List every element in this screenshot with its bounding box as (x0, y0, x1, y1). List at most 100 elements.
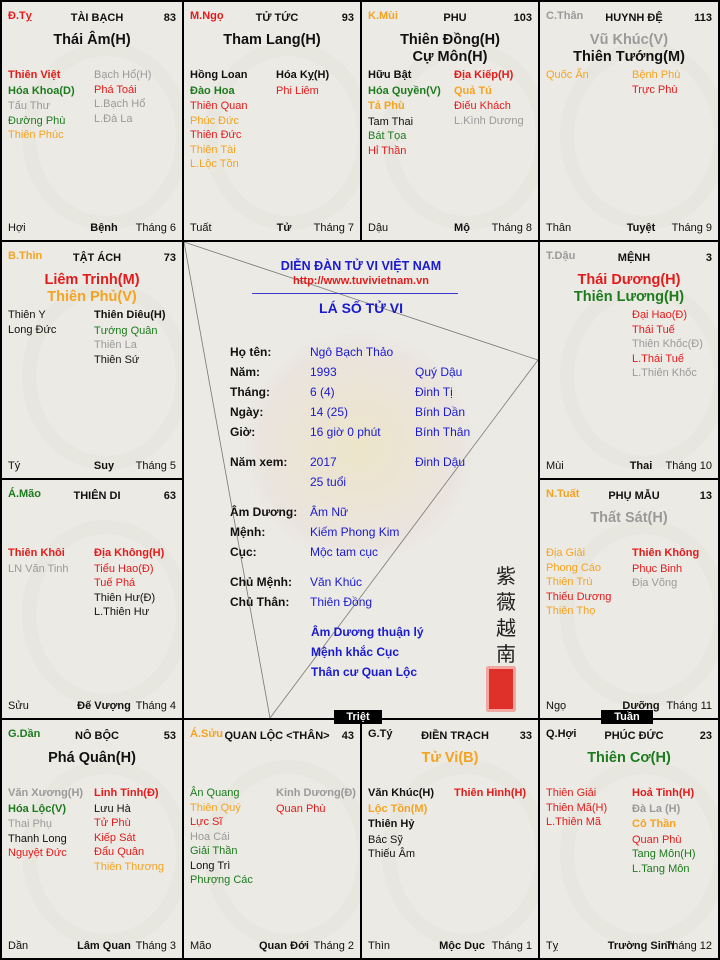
minor-star: L.Bạch Hổ (94, 98, 146, 110)
main-stars: Thiên Đồng(H) Cự Môn(H) (362, 32, 538, 66)
palace-cell[interactable]: M.Ngọ TỬ TỨC 93 Tham Lang(H) Hồng Loan Đào Ho… (184, 2, 360, 240)
palace-footer: Thân Tuyệt Tháng 9 (546, 222, 712, 236)
minor-star: Bạch Hổ(H) (94, 69, 152, 81)
palace-name: TỬ TỨC (255, 12, 299, 24)
footer-branch: Thân (546, 222, 572, 234)
palace-cell[interactable]: Á.Mão THIÊN DI 63 Thiên Khôi LN Văn Tinh Địa … (2, 480, 182, 718)
palace-cell[interactable]: Q.Hợi PHÚC ĐỨC 23 Thiên Cơ(H) Thiên Giải Thiê… (540, 720, 718, 958)
minor-star: Tuế Phá (94, 577, 136, 589)
footer-stage: Suy (93, 460, 115, 472)
palace-branch: Đ.Tỵ (8, 10, 32, 22)
palace-age: 23 (699, 730, 712, 742)
minor-star: L.Đà La (94, 112, 133, 125)
footer-stage: Quan Đới (259, 940, 309, 952)
minor-star: Tả Phù (368, 100, 405, 112)
footer-branch: Tỵ (546, 940, 559, 952)
minor-star: Thiên Trù (546, 576, 593, 588)
palace-age: 43 (341, 730, 354, 742)
palace-name: TÀI BẠCH (70, 12, 124, 24)
minor-star: Thiên Giải (546, 787, 597, 799)
palace-footer: Tý Suy Tháng 5 (8, 460, 176, 474)
footer-month: Tháng 7 (313, 222, 354, 234)
main-stars: Vũ Khúc(V) Thiên Tướng(M) (540, 32, 718, 66)
palace-name: PHÚC ĐỨC (604, 730, 664, 742)
minor-star: Kiếp Sát (94, 831, 136, 844)
palace-footer: Mùi Thai Tháng 10 (546, 460, 712, 474)
palace-cell[interactable]: G.Tý ĐIỀN TRẠCH 33 Tử Vi(B) Văn Khúc(H) Lộc T… (362, 720, 538, 958)
palace-age: 73 (163, 252, 176, 264)
minor-star: Nguyệt Đức (8, 847, 67, 859)
palace-age: 113 (694, 12, 712, 24)
palace-cell[interactable]: T.Dậu MỆNH 3 Thái Dương(H) Thiên Lương(H) Đại… (540, 242, 718, 478)
main-stars: Thiên Cơ(H) (540, 750, 718, 767)
palace-branch: M.Ngọ (190, 10, 224, 22)
minor-star: Điếu Khách (454, 100, 511, 112)
palace-cell[interactable]: C.Thân HUYNH ĐỆ 113 Vũ Khúc(V) Thiên Tướng(M… (540, 2, 718, 240)
footer-stage: Bệnh (90, 222, 118, 234)
stars-left: Địa Giải Phong Cáo Thiên Trù Thiếu Dương Thi… (546, 546, 611, 619)
info-value: Âm Nữ (310, 505, 349, 519)
minor-star: Đường Phù (8, 114, 66, 127)
red-seal (486, 666, 516, 712)
info-label: Tháng: (230, 385, 270, 399)
info-value: Thiên Đồng (310, 595, 373, 609)
palace-age: 63 (163, 490, 176, 502)
palace-name: NÔ BỘC (75, 730, 119, 742)
palace-name: ĐIỀN TRẠCH (421, 730, 489, 742)
palace-footer: Sửu Đế Vượng Tháng 4 (8, 700, 176, 714)
palace-branch: K.Mùi (368, 10, 398, 22)
footer-month: Tháng 11 (666, 700, 712, 712)
palace-age: 53 (163, 730, 176, 742)
minor-star: Lộc Tồn(M) (368, 802, 428, 815)
palace-footer: Mão Quan Đới Tháng 2 (190, 940, 354, 954)
minor-star: Phi Liêm (276, 84, 319, 97)
footer-month: Tháng 5 (135, 460, 176, 472)
minor-star: Cô Thần (632, 818, 676, 830)
minor-star: Thiên La (94, 339, 137, 351)
stars-right: Hoả Tinh(H) Đà La (H) Cô Thần Quan Phù Tang … (632, 786, 696, 876)
footer-stage: Dưỡng (622, 700, 660, 712)
palace-age: 33 (519, 730, 532, 742)
info-label: Năm xem: (230, 455, 288, 469)
calligraphy-char: 南 (496, 642, 516, 666)
minor-star: Thiên Khốc(Đ) (632, 338, 703, 350)
footer-month: Tháng 10 (665, 460, 712, 472)
stars-left: Quốc Ấn (546, 68, 589, 83)
minor-star: Văn Xương(H) (8, 787, 84, 799)
palace-footer: Tuất Tử Tháng 7 (190, 222, 354, 236)
stars-left: Thiên Y Long Đức (8, 308, 56, 337)
palace-cell[interactable]: K.Mùi PHU 103 Thiên Đồng(H) Cự Môn(H) Hữu Bật… (362, 2, 538, 240)
main-star: Cự Môn(H) (412, 49, 488, 65)
info-note: Mệnh khắc Cục (311, 645, 400, 659)
minor-star: Thái Tuế (632, 323, 675, 336)
footer-branch: Sửu (8, 700, 29, 712)
minor-star: Long Đức (8, 323, 57, 336)
main-stars: Thái Âm(H) (2, 32, 182, 49)
minor-star: Hoả Tinh(H) (632, 787, 695, 799)
minor-star: L.Tang Môn (632, 862, 690, 875)
palace-cell[interactable]: Á.Sửu QUAN LỘC <THÂN> 43 Ân Quang Thiên Quý L… (184, 720, 360, 958)
minor-star: Phúc Đức (190, 114, 239, 127)
main-star: Tử Vi(B) (421, 750, 479, 766)
minor-star: Thiên Hư(Đ) (94, 591, 156, 604)
minor-star: Thiên Đức (190, 129, 242, 141)
palace-name: TẬT ÁCH (72, 252, 122, 264)
main-star: Thiên Cơ(H) (587, 750, 671, 766)
minor-star: Thiên Quý (190, 801, 241, 814)
palace-cell[interactable]: N.Tuất PHỤ MẪU 13 Thất Sát(H) Địa Giải Phong … (540, 480, 718, 718)
palace-cell[interactable]: G.Dần NÔ BỘC 53 Phá Quân(H) Văn Xương(H) Hóa … (2, 720, 182, 958)
main-star: Thất Sát(H) (590, 510, 668, 526)
minor-star: Hồng Loan (190, 69, 248, 81)
palace-cell[interactable]: Đ.Tỵ TÀI BẠCH 83 Thái Âm(H) Thiên Việt Hóa Kh… (2, 2, 182, 240)
main-star: Tham Lang(H) (223, 32, 321, 48)
stars-right: Thiên Không Phục Binh Địa Võng (632, 546, 699, 591)
info-label: Ngày: (230, 405, 264, 419)
minor-star: Thiên Không (632, 547, 700, 559)
stars-right: Địa Kiếp(H) Quả Tú Điếu Khách L.Kình Dương (454, 68, 524, 128)
palace-cell[interactable]: B.Thìn TẬT ÁCH 73 Liêm Trinh(M) Thiên Phủ(V)… (2, 242, 182, 478)
minor-star: Thiên Phúc (8, 129, 64, 141)
palace-name: HUYNH ĐỆ (605, 12, 663, 24)
main-stars: Tử Vi(B) (362, 750, 538, 767)
palace-name: QUAN LỘC <THÂN> (224, 730, 330, 742)
minor-star: Tấu Thư (8, 100, 51, 112)
